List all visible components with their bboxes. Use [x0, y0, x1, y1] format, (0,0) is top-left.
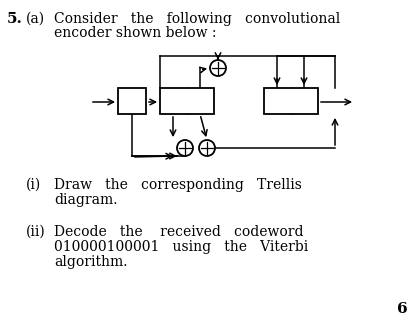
Bar	[264, 88, 318, 114]
Text: Consider   the   following   convolutional: Consider the following convolutional	[54, 12, 340, 26]
Text: (a): (a)	[26, 12, 45, 26]
Text: algorithm.: algorithm.	[54, 255, 128, 269]
Text: 5.: 5.	[7, 12, 23, 26]
Text: Decode   the    received   codeword: Decode the received codeword	[54, 225, 304, 239]
Text: diagram.: diagram.	[54, 193, 118, 207]
Text: 010000100001   using   the   Viterbi: 010000100001 using the Viterbi	[54, 240, 308, 254]
Text: Draw   the   corresponding   Trellis: Draw the corresponding Trellis	[54, 178, 302, 192]
Circle shape	[199, 140, 215, 156]
Text: encoder shown below :: encoder shown below :	[54, 26, 216, 40]
Circle shape	[177, 140, 193, 156]
Bar	[160, 88, 214, 114]
Text: (ii): (ii)	[26, 225, 46, 239]
Bar	[118, 88, 146, 114]
Text: (i): (i)	[26, 178, 41, 192]
Text: 6: 6	[397, 302, 408, 313]
Circle shape	[210, 60, 226, 76]
